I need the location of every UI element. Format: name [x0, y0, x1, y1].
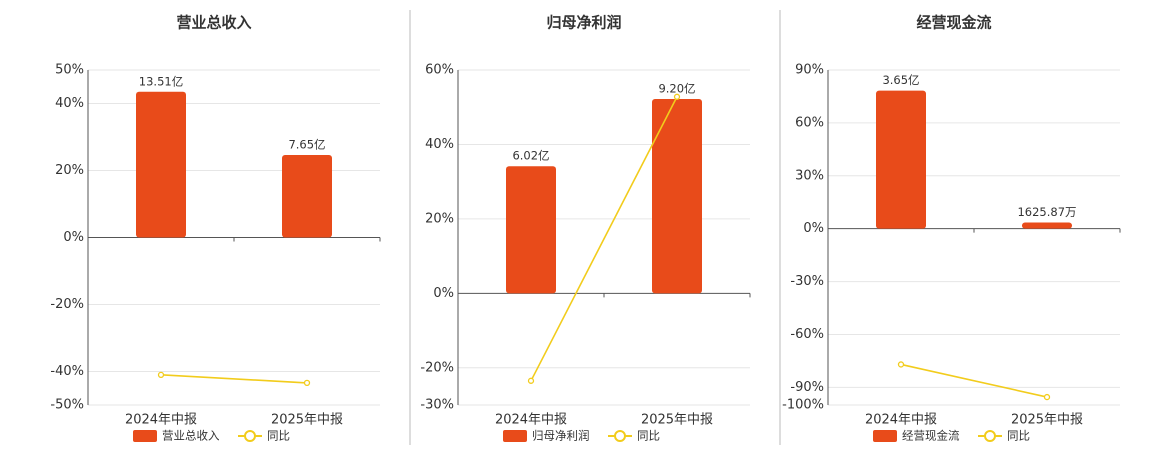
- y-tick-label: -30%: [420, 398, 454, 413]
- y-tick-label: 90%: [795, 63, 824, 78]
- y-tick-label: 60%: [795, 115, 824, 130]
- y-tick-label: -100%: [782, 398, 824, 413]
- x-tick-label: 2025年中报: [271, 413, 343, 428]
- y-tick-label: 20%: [55, 163, 84, 178]
- legend-swatch: [873, 430, 897, 442]
- point: [673, 93, 681, 100]
- legend-swatch: [244, 430, 256, 442]
- y-tick-label: -50%: [50, 398, 84, 413]
- legend-label: 同比: [637, 429, 660, 443]
- x-tick-label: 2024年中报: [495, 413, 567, 428]
- legend-swatch: [503, 430, 527, 442]
- data-label: 13.51亿: [139, 74, 183, 88]
- bar: [136, 91, 186, 238]
- line: [160, 374, 308, 384]
- x-tick-label: 2025年中报: [641, 413, 713, 428]
- point: [527, 377, 535, 384]
- data-label: 7.65亿: [288, 137, 325, 151]
- data-label: 6.02亿: [512, 149, 549, 163]
- data-label: 9.20亿: [658, 82, 695, 96]
- legend-label: 营业总收入: [162, 429, 220, 443]
- point: [303, 379, 311, 387]
- legend-swatch: [133, 430, 157, 442]
- bar: [652, 99, 702, 294]
- x-tick-label: 2024年中报: [125, 413, 197, 428]
- chart-title: 营业总收入: [176, 14, 251, 32]
- y-tick-label: -30%: [790, 274, 824, 289]
- line: [900, 363, 1048, 398]
- y-tick-label: 0%: [433, 286, 454, 301]
- y-tick-label: -20%: [50, 297, 84, 312]
- legend-swatch: [984, 430, 996, 442]
- chart-title: 归母净利润: [546, 14, 621, 32]
- point: [897, 361, 905, 368]
- y-tick-label: -20%: [420, 360, 454, 375]
- point: [157, 371, 165, 379]
- legend-label: 归母净利润: [532, 429, 590, 443]
- y-tick-label: -60%: [790, 327, 824, 342]
- x-tick-label: 2025年中报: [1011, 413, 1083, 428]
- bar: [506, 166, 556, 294]
- point: [1043, 393, 1051, 401]
- y-tick-label: -90%: [790, 380, 824, 395]
- legend-swatch: [614, 430, 626, 442]
- line: [530, 96, 678, 382]
- legend-label: 经营现金流: [902, 429, 960, 443]
- y-tick-label: 0%: [63, 230, 84, 245]
- chart-title: 经营现金流: [916, 14, 991, 32]
- data-label: 3.65亿: [882, 73, 919, 87]
- y-tick-label: 40%: [55, 96, 84, 111]
- legend-label: 同比: [1007, 429, 1030, 443]
- bar: [876, 90, 926, 229]
- bar: [282, 154, 332, 238]
- data-label: 1625.87万: [1017, 205, 1076, 219]
- y-tick-label: 0%: [803, 221, 824, 236]
- legend-label: 同比: [267, 429, 290, 443]
- y-tick-label: 50%: [55, 63, 84, 78]
- y-tick-label: 60%: [425, 63, 454, 78]
- x-tick-label: 2024年中报: [865, 413, 937, 428]
- y-tick-label: -40%: [50, 364, 84, 379]
- bar: [1022, 222, 1072, 229]
- y-tick-label: 40%: [425, 137, 454, 152]
- y-tick-label: 30%: [795, 168, 824, 183]
- y-tick-label: 20%: [425, 211, 454, 226]
